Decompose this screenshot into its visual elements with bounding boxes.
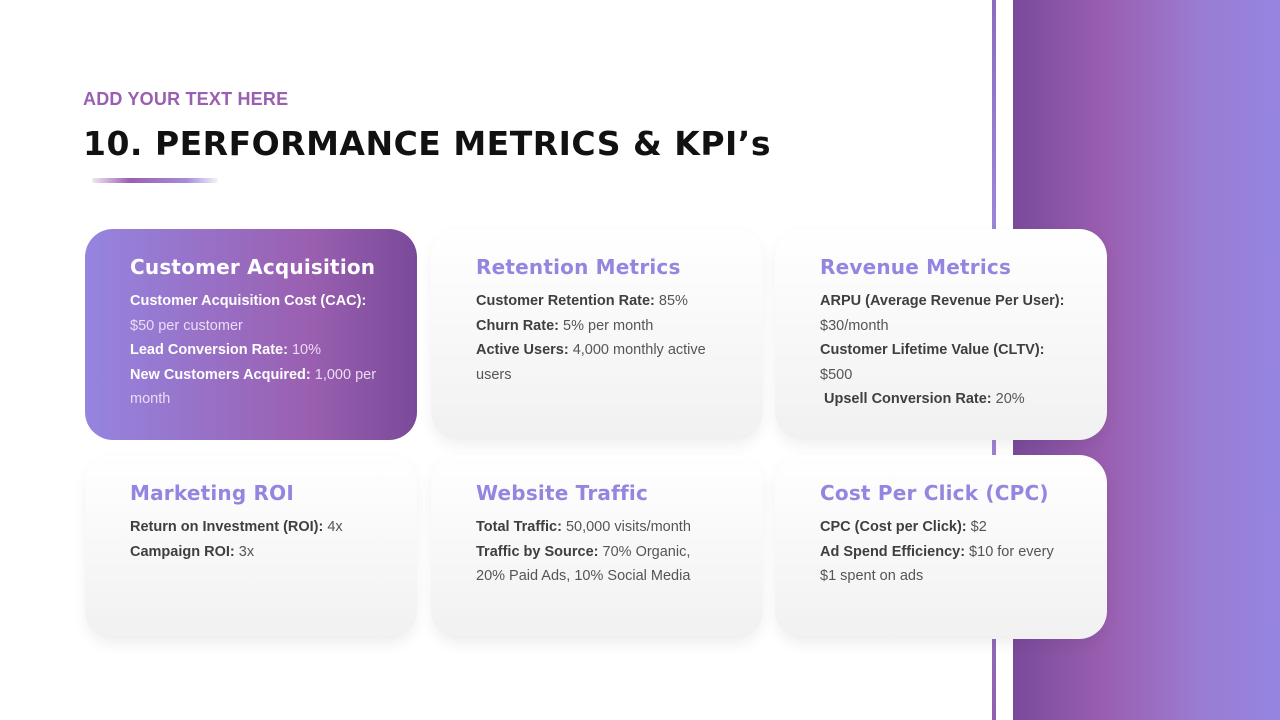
metric-label: Upsell Conversion Rate: [820, 391, 992, 407]
metric-value: 4x [323, 519, 343, 535]
metric-label: Traffic by Source: [476, 543, 599, 560]
card-title: Marketing ROI [130, 481, 294, 505]
metric-item: CPC (Cost per Click): $2 [820, 515, 1067, 540]
card-website-traffic: Website Traffic Total Traffic: 50,000 vi… [431, 455, 763, 639]
metric-item: Ad Spend Efficiency: $10 for every $1 sp… [820, 540, 1067, 589]
metric-value: 85% [654, 293, 688, 309]
metric-value: 10% [287, 342, 321, 358]
metric-item: Return on Investment (ROI): 4x [130, 515, 377, 540]
metric-value: 20% [991, 391, 1025, 407]
card-title: Retention Metrics [476, 255, 681, 279]
section-kicker: ADD YOUR TEXT HERE [83, 89, 289, 109]
metric-list: CPC (Cost per Click): $2 Ad Spend Effici… [820, 515, 1067, 589]
metric-item: Customer Acquisition Cost (CAC): $50 per… [130, 289, 377, 338]
metric-item: Churn Rate: 5% per month [476, 314, 723, 339]
metric-list: Return on Investment (ROI): 4x Campaign … [130, 515, 377, 564]
card-title: Website Traffic [476, 481, 648, 505]
metric-label: Customer Retention Rate: [476, 293, 655, 309]
metric-list: Total Traffic: 50,000 visits/month Traff… [476, 515, 723, 589]
card-customer-acquisition: Customer Acquisition Customer Acquisitio… [85, 229, 417, 440]
metric-item: New Customers Acquired: 1,000 per month [130, 363, 377, 412]
metric-item: Customer Retention Rate: 85% [476, 289, 723, 314]
card-marketing-roi: Marketing ROI Return on Investment (ROI)… [85, 455, 417, 639]
metric-label: Lead Conversion Rate: [130, 342, 288, 358]
card-revenue-metrics: Revenue Metrics ARPU (Average Revenue Pe… [775, 229, 1107, 440]
metric-label: New Customers Acquired: [130, 366, 311, 383]
metric-value: 70% Organic, 20% Paid Ads, 10% Social Me… [476, 543, 691, 585]
metric-item: Lead Conversion Rate: 10% [130, 338, 377, 363]
metric-value: $500 [820, 366, 853, 383]
metric-label: Active Users: [476, 342, 569, 358]
title-underline [92, 178, 218, 183]
metric-list: Customer Acquisition Cost (CAC): $50 per… [130, 289, 377, 412]
metric-item: Upsell Conversion Rate: 20% [820, 387, 1067, 412]
metric-value: $10 for every $1 spent on ads [820, 543, 1054, 585]
metric-value: $2 [966, 519, 987, 535]
metric-value: $30/month [820, 317, 889, 334]
metric-item: Campaign ROI: 3x [130, 540, 377, 565]
metric-item: Total Traffic: 50,000 visits/month [476, 515, 723, 540]
metric-label: Ad Spend Efficiency: [820, 543, 966, 560]
metric-label: CPC (Cost per Click): [820, 519, 967, 535]
metric-label: Return on Investment (ROI): [130, 519, 324, 535]
metric-label: Customer Lifetime Value (CLTV): [820, 342, 1045, 358]
metric-value: 3x [234, 543, 255, 560]
card-title: Revenue Metrics [820, 255, 1012, 279]
metric-value: 5% per month [558, 317, 654, 334]
metric-label: ARPU (Average Revenue Per User): [820, 293, 1065, 309]
card-title: Cost Per Click (CPC) [820, 481, 1049, 505]
metric-item: ARPU (Average Revenue Per User): $30/mon… [820, 289, 1067, 338]
metric-list: ARPU (Average Revenue Per User): $30/mon… [820, 289, 1067, 412]
metric-label: Customer Acquisition Cost (CAC): [130, 293, 367, 309]
metric-value: 1,000 per month [130, 366, 377, 408]
metric-list: Customer Retention Rate: 85% Churn Rate:… [476, 289, 723, 387]
metric-item: Customer Lifetime Value (CLTV): $500 [820, 338, 1067, 387]
metric-value: 50,000 visits/month [561, 519, 691, 535]
card-title: Customer Acquisition [130, 255, 376, 279]
card-cost-per-click: Cost Per Click (CPC) CPC (Cost per Click… [775, 455, 1107, 639]
metric-value: 4,000 monthly active users [476, 342, 706, 383]
metric-item: Active Users: 4,000 monthly active users [476, 338, 723, 387]
page-title: 10. PERFORMANCE METRICS & KPI’s [83, 124, 771, 163]
metric-item: Traffic by Source: 70% Organic, 20% Paid… [476, 540, 723, 589]
metric-label: Churn Rate: [476, 317, 559, 334]
metric-label: Total Traffic: [476, 519, 562, 535]
card-retention-metrics: Retention Metrics Customer Retention Rat… [431, 229, 763, 440]
metric-label: Campaign ROI: [130, 543, 235, 560]
metric-value: $50 per customer [130, 317, 243, 334]
